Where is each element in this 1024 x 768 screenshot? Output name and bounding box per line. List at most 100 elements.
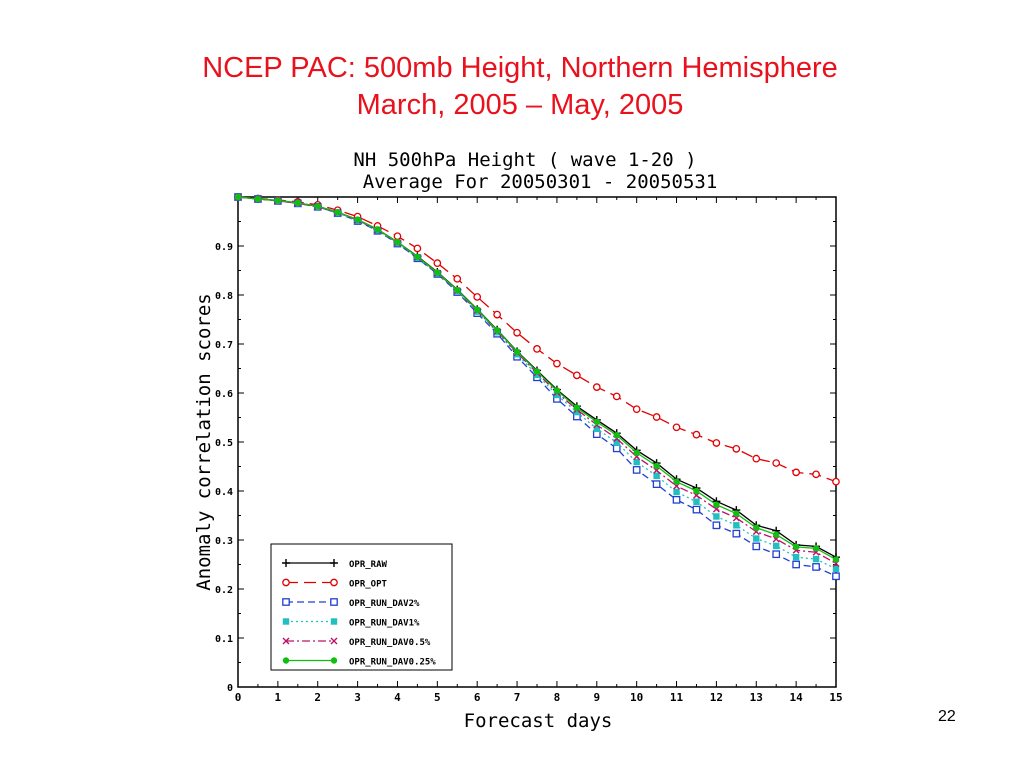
page-number: 22 [938,708,956,725]
y-axis-label: Anomaly correlation scores [193,293,215,590]
data-point [274,197,282,204]
data-point [473,293,482,301]
slide-title: NCEP PAC: 500mb Height, Northern Hemisph… [0,50,1024,124]
data-point [792,543,800,551]
data-point [652,413,661,421]
y-tick-label: 0.1 [215,634,233,645]
data-point [812,563,820,571]
data-point [314,203,321,210]
data-point [832,572,840,581]
legend-marker [282,598,290,606]
data-point [792,560,800,569]
data-point [433,259,442,267]
x-tick-label: 3 [354,691,361,704]
data-point [692,430,701,439]
x-tick-label: 9 [593,691,600,704]
x-tick-label: 8 [554,691,561,704]
legend-marker [330,559,338,567]
data-point [693,498,700,505]
data-point [613,431,620,439]
data-point [474,306,481,313]
data-point [832,556,840,563]
data-point [374,226,381,233]
data-point [533,345,541,353]
data-point [632,466,641,474]
data-point [692,505,701,514]
data-point [732,445,741,453]
y-tick-label: 0.5 [215,438,233,449]
y-tick-label: 0.4 [215,487,233,498]
legend-marker [330,578,338,587]
data-point [733,510,740,517]
data-point [732,529,741,538]
x-tick-label: 13 [750,691,763,704]
data-point [812,545,820,552]
legend-marker [330,618,338,625]
data-point [812,470,820,479]
data-point [513,348,521,356]
data-point [612,392,621,401]
data-point [434,269,441,276]
data-point [553,387,561,394]
legend-label: OPR_RUN_DAV1% [349,619,420,629]
data-point [533,371,541,379]
data-point [753,524,760,531]
chart-subtitle: Average For 20050301 - 20050531 [363,171,718,193]
series-line [237,196,837,483]
y-tick-label: 0.3 [215,536,233,547]
y-tick-label: 0.6 [215,389,233,400]
x-tick-label: 7 [514,691,521,704]
data-point [713,513,720,520]
data-point [573,404,581,411]
y-tick-label: 0.2 [215,585,233,596]
slide-title-line1: NCEP PAC: 500mb Height, Northern Hemisph… [202,52,838,84]
data-point [672,423,681,432]
legend-marker [282,559,290,567]
legend-label: OPR_OPT [349,580,388,590]
data-point [693,487,700,495]
x-tick-label: 10 [630,691,643,704]
data-point [613,439,620,446]
data-point [394,238,401,246]
x-tick-label: 1 [275,691,282,704]
data-point [493,310,501,319]
data-point [752,454,761,463]
data-point [513,328,521,337]
legend-marker [330,657,338,664]
x-tick-label: 4 [394,691,401,704]
data-point [752,542,761,551]
data-point [294,199,301,207]
data-point [713,501,720,508]
data-point [334,208,341,216]
data-point [673,478,680,485]
data-point [753,535,760,542]
data-point [653,472,660,480]
data-point [792,468,800,477]
data-point [712,521,721,530]
data-point [812,555,820,563]
series-1 [234,193,840,486]
data-point [652,480,661,488]
data-point [832,477,840,486]
data-point [792,553,800,561]
chart-title: NH 500hPa Height ( wave 1-20 ) [353,149,696,171]
data-point [712,439,721,447]
legend-box [270,543,453,671]
data-point [354,216,361,223]
data-point [592,383,601,391]
data-point [414,253,421,260]
data-point [773,542,780,550]
data-point [573,371,581,380]
y-tick-label: 0.9 [215,242,233,253]
legend-label: OPR_RUN_DAV0.25% [349,658,436,668]
data-point [772,459,781,467]
x-tick-label: 15 [829,691,842,704]
series-3 [234,193,840,573]
legend-marker [282,578,290,587]
data-point [772,550,781,559]
data-point [573,408,581,416]
data-point [593,418,600,426]
data-point [553,391,561,399]
data-point [393,232,402,241]
